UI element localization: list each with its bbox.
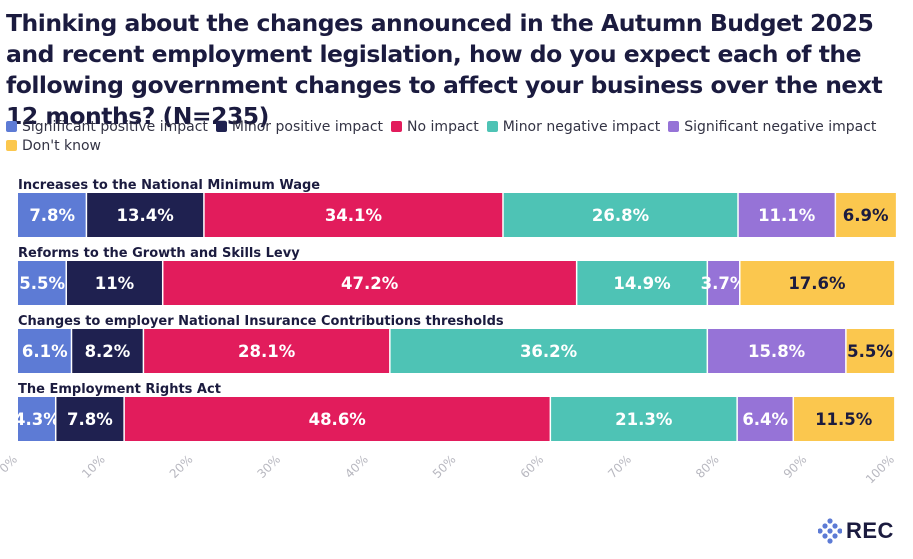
legend-item: Minor positive impact [215, 118, 384, 137]
logo-dot [832, 533, 838, 539]
data-label: 5.5% [847, 342, 893, 361]
bar-segment [737, 397, 794, 441]
legend-label: Significant negative impact [684, 119, 877, 135]
data-label: 47.2% [341, 274, 399, 293]
data-label: 14.9% [613, 274, 671, 293]
bar-segment [502, 193, 739, 237]
bar-segment [18, 329, 72, 373]
x-tick-label: 80% [693, 452, 722, 481]
data-label: 17.6% [788, 274, 846, 293]
data-label: 3.7% [701, 274, 747, 293]
chart-plot: Increases to the National Minimum Wage 7.… [0, 178, 897, 486]
legend-item: Minor negative impact [486, 118, 661, 137]
x-tick-label: 90% [781, 452, 810, 481]
x-tick-label: 40% [342, 452, 371, 481]
data-label: 28.1% [238, 342, 296, 361]
bar-segment [738, 193, 836, 237]
logo-dot [822, 533, 828, 539]
logo-dot [837, 528, 842, 534]
bar-segment [203, 193, 503, 237]
legend-swatch [391, 121, 403, 132]
chart-title: Thinking about the changes announced in … [6, 9, 883, 130]
row-label: Increases to the National Minimum Wage [18, 178, 320, 193]
legend-swatch [6, 121, 17, 132]
bar-segment [18, 397, 56, 441]
data-label: 7.8% [67, 410, 113, 429]
row-label: Reforms to the Growth and Skills Levy [18, 246, 300, 261]
data-label: 6.9% [843, 206, 889, 225]
bar-segment [835, 193, 896, 237]
bar-segment [389, 329, 708, 373]
logo-dot [827, 538, 833, 544]
x-tick-label: 20% [167, 452, 196, 481]
logo-dot [827, 528, 833, 534]
legend-label: Minor positive impact [231, 119, 384, 135]
rec-logo: REC [818, 516, 894, 546]
data-label: 21.3% [615, 410, 673, 429]
bar-segment [576, 261, 708, 305]
legend-item: No impact [391, 118, 479, 137]
data-label: 7.8% [29, 206, 75, 225]
data-label: 6.4% [742, 410, 788, 429]
data-label: 11.1% [758, 206, 816, 225]
bar-segment [66, 261, 163, 305]
legend-label: Don't know [22, 138, 102, 154]
data-label: 6.1% [22, 342, 68, 361]
bar-segment [845, 329, 895, 373]
data-label: 13.4% [117, 206, 175, 225]
data-label: 34.1% [325, 206, 383, 225]
x-tick-label: 30% [254, 452, 283, 481]
x-tick-label: 100% [863, 452, 897, 486]
bar-segment [18, 193, 87, 237]
bar-segment [71, 329, 144, 373]
data-label: 15.8% [748, 342, 806, 361]
data-label: 11.5% [815, 410, 873, 429]
logo-dot [827, 518, 833, 524]
row-label: The Employment Rights Act [18, 382, 221, 397]
x-tick-label: 50% [430, 452, 459, 481]
data-label: 26.8% [592, 206, 650, 225]
legend-swatch [668, 121, 680, 132]
logo-dot [832, 523, 838, 529]
legend-label: Minor negative impact [502, 119, 661, 135]
bar-segment [124, 397, 551, 441]
bar-segment [162, 261, 577, 305]
legend-item: Significant negative impact [668, 118, 876, 137]
x-tick-label: 0% [0, 452, 20, 475]
x-tick-label: 70% [605, 452, 634, 481]
legend-swatch [215, 121, 227, 132]
data-label: 11% [95, 274, 135, 293]
row-label: Changes to employer National Insurance C… [18, 314, 504, 329]
rec-logo-icon [818, 518, 842, 544]
bar-segment [143, 329, 390, 373]
legend-label: No impact [407, 119, 479, 135]
bar-segment [707, 261, 740, 305]
x-tick-label: 60% [518, 452, 547, 481]
data-label: 8.2% [85, 342, 131, 361]
legend-swatch [6, 140, 17, 151]
x-tick-label: 10% [79, 452, 108, 481]
bar-segment [55, 397, 125, 441]
data-label: 48.6% [309, 410, 367, 429]
bar-segment [550, 397, 738, 441]
bar-segment [739, 261, 895, 305]
bar-segment [86, 193, 204, 237]
legend: Significant positive impact Minor positiv… [6, 118, 906, 156]
bar-segment [18, 261, 67, 305]
bar-segment [793, 397, 895, 441]
data-label: 5.5% [19, 274, 65, 293]
legend-item: Don't know [6, 137, 101, 156]
data-label: 36.2% [520, 342, 578, 361]
rec-logo-text: REC [846, 518, 894, 543]
data-label: 4.3% [14, 410, 60, 429]
legend-label: Significant positive impact [22, 119, 208, 135]
legend-item: Significant positive impact [6, 118, 208, 137]
bar-segment [707, 329, 846, 373]
logo-dot [818, 528, 823, 534]
legend-swatch [486, 121, 498, 132]
logo-dot [822, 523, 828, 529]
